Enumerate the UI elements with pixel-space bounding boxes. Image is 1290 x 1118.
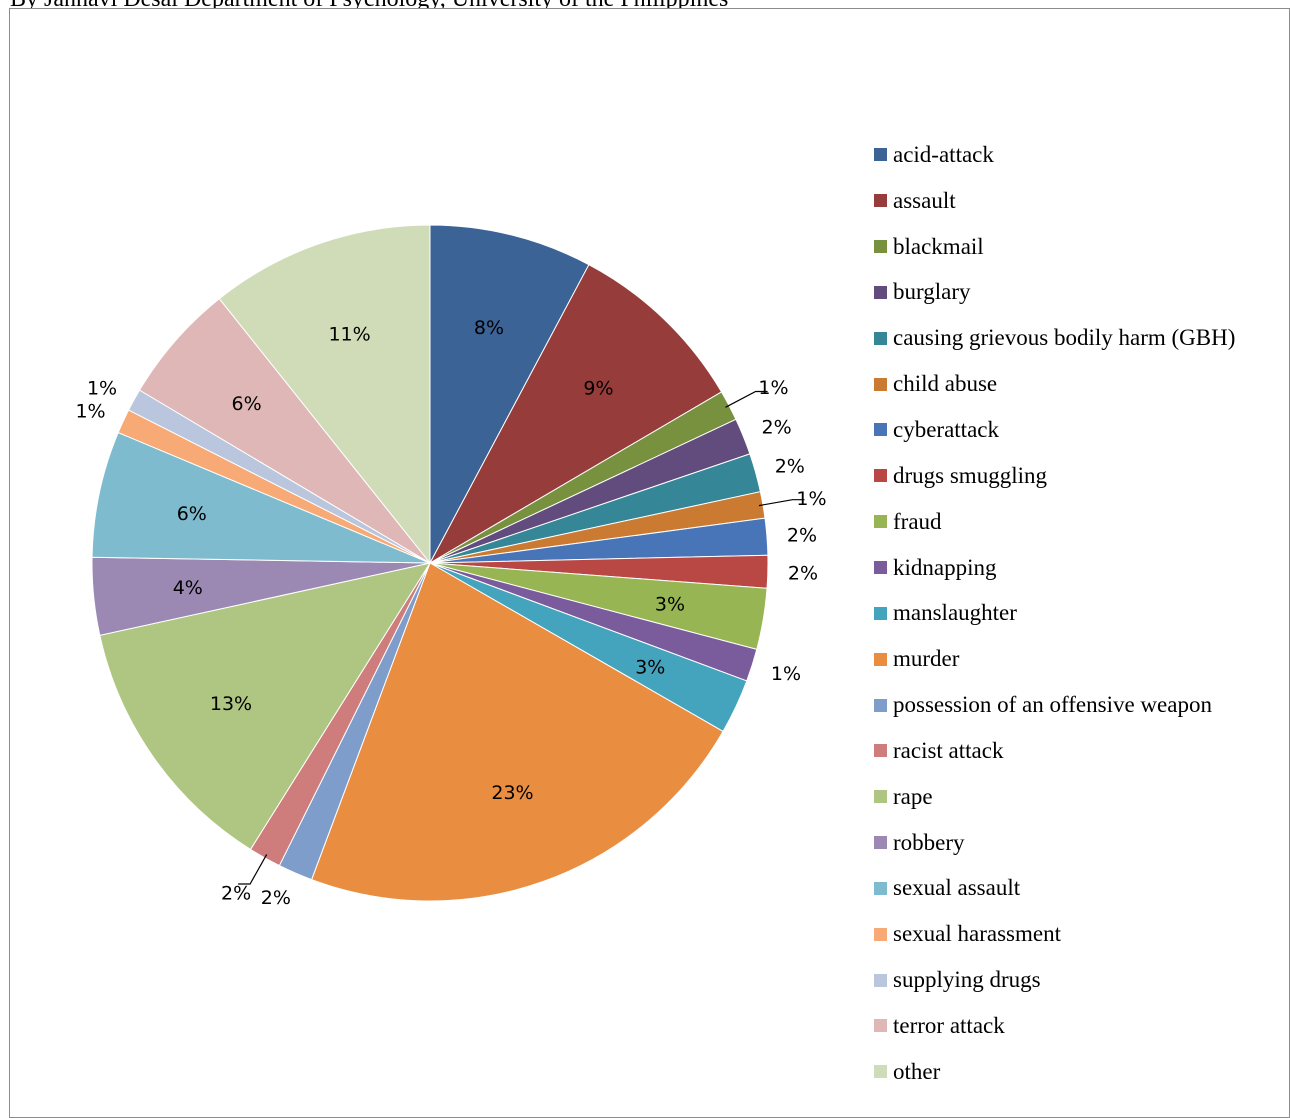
legend-label: burglary — [893, 279, 971, 305]
legend-swatch — [874, 606, 887, 620]
legend-swatch — [874, 927, 887, 941]
legend-swatch — [874, 1019, 887, 1033]
legend-item: burglary — [874, 270, 1235, 316]
legend-swatch — [874, 698, 887, 712]
legend-swatch — [874, 881, 887, 895]
legend-swatch — [874, 561, 887, 575]
legend-label: kidnapping — [893, 554, 997, 580]
legend: acid-attack assault blackmail burglary causi… — [874, 132, 1235, 1095]
legend-swatch — [874, 194, 887, 208]
legend-item: terror attack — [874, 1003, 1235, 1049]
legend-label: fraud — [893, 508, 942, 534]
pie-slice-rape — [99, 562, 432, 851]
slice-label: 23% — [491, 782, 533, 804]
leader-line — [238, 854, 268, 885]
legend-label: sexual harassment — [893, 921, 1061, 947]
legend-swatch — [874, 744, 887, 758]
slice-label: 2% — [775, 456, 805, 478]
legend-item: kidnapping — [874, 545, 1235, 591]
slice-label: 8% — [474, 317, 504, 339]
legend-item: fraud — [874, 499, 1235, 545]
legend-item: acid-attack — [874, 132, 1235, 178]
slice-label: 1% — [771, 663, 801, 685]
legend-item: supplying drugs — [874, 957, 1235, 1003]
legend-item: assault — [874, 178, 1235, 224]
slice-label: 9% — [583, 377, 613, 399]
pie-slices — [91, 224, 769, 902]
legend-label: other — [893, 1058, 941, 1084]
legend-label: robbery — [893, 829, 965, 855]
legend-swatch — [874, 973, 887, 987]
legend-item: sexual assault — [874, 866, 1235, 912]
legend-item: sexual harassment — [874, 911, 1235, 957]
legend-item: blackmail — [874, 224, 1235, 270]
legend-item: cyberattack — [874, 407, 1235, 453]
slice-label: 1% — [758, 377, 788, 399]
legend-swatch — [874, 423, 887, 437]
legend-label: child abuse — [893, 371, 998, 397]
legend-item: child abuse — [874, 361, 1235, 407]
slice-label: 4% — [173, 577, 203, 599]
legend-item: possession of an offensive weapon — [874, 682, 1235, 728]
legend-item: racist attack — [874, 728, 1235, 774]
chart-area: 8% 9% 1% 2% 2% 1% 2% 2% 3% 1% 3% 23% 2% 2% 13% 4% 6% 1% 1%… — [9, 8, 1290, 1118]
legend-label: supplying drugs — [893, 967, 1041, 993]
legend-swatch — [874, 331, 887, 345]
legend-label: rape — [893, 783, 933, 809]
slice-label: 2% — [788, 563, 818, 585]
legend-item: drugs smuggling — [874, 453, 1235, 499]
pie-slice-sexual-assault — [91, 431, 431, 564]
legend-item: causing grievous bodily harm (GBH) — [874, 315, 1235, 361]
leader-line — [758, 499, 805, 507]
leader-lines — [238, 390, 805, 885]
legend-item: other — [874, 1049, 1235, 1095]
slice-label: 3% — [635, 656, 665, 678]
legend-label: racist attack — [893, 737, 1004, 763]
legend-swatch — [874, 515, 887, 529]
legend-label: causing grievous bodily harm (GBH) — [893, 325, 1236, 351]
pie-slice-murder — [310, 562, 724, 902]
slice-label: 6% — [232, 393, 262, 415]
legend-label: manslaughter — [893, 600, 1017, 626]
legend-label: cyberattack — [893, 416, 999, 442]
slice-label: 6% — [177, 503, 207, 525]
legend-swatch — [874, 652, 887, 666]
pie-chart: 8%9% 1%2%2%1%2%2%3%1%3%23%2%2%13%4%6%1%1%… — [75, 224, 827, 909]
slice-label: 2% — [261, 887, 291, 909]
legend-swatch — [874, 469, 887, 483]
pie-slice-acid-attack — [429, 224, 590, 564]
slice-label: 11% — [328, 323, 370, 345]
legend-label: sexual assault — [893, 875, 1021, 901]
pie-slice-other — [218, 224, 431, 565]
slice-label: 2% — [221, 883, 251, 905]
legend-swatch — [874, 1065, 887, 1079]
legend-label: terror attack — [893, 1012, 1005, 1038]
leader-line — [725, 390, 768, 408]
legend-swatch — [874, 285, 887, 299]
legend-label: blackmail — [893, 233, 984, 259]
legend-item: robbery — [874, 820, 1235, 866]
legend-item: rape — [874, 774, 1235, 820]
legend-label: acid-attack — [893, 141, 994, 167]
legend-swatch — [874, 790, 887, 804]
slice-label: 13% — [210, 693, 252, 715]
pie-slice-assault — [428, 264, 723, 565]
legend-label: drugs smuggling — [893, 462, 1047, 488]
legend-label: assault — [893, 187, 956, 213]
slice-label: 2% — [762, 417, 792, 439]
legend-swatch — [874, 148, 887, 162]
legend-swatch — [874, 377, 887, 391]
legend-swatch — [874, 240, 887, 254]
slice-label: 1% — [87, 378, 117, 400]
legend-label: possession of an offensive weapon — [893, 692, 1212, 718]
slice-labels: 8%9% 1%2%2%1%2%2%3%1%3%23%2%2%13%4%6%1%1%… — [75, 317, 826, 909]
legend-item: murder — [874, 636, 1235, 682]
legend-item: manslaughter — [874, 590, 1235, 636]
slice-label: 3% — [655, 593, 685, 615]
legend-label: murder — [893, 646, 960, 672]
slice-label: 2% — [787, 525, 817, 547]
slice-label: 1% — [75, 400, 105, 422]
slice-label: 1% — [796, 488, 826, 510]
legend-swatch — [874, 836, 887, 850]
